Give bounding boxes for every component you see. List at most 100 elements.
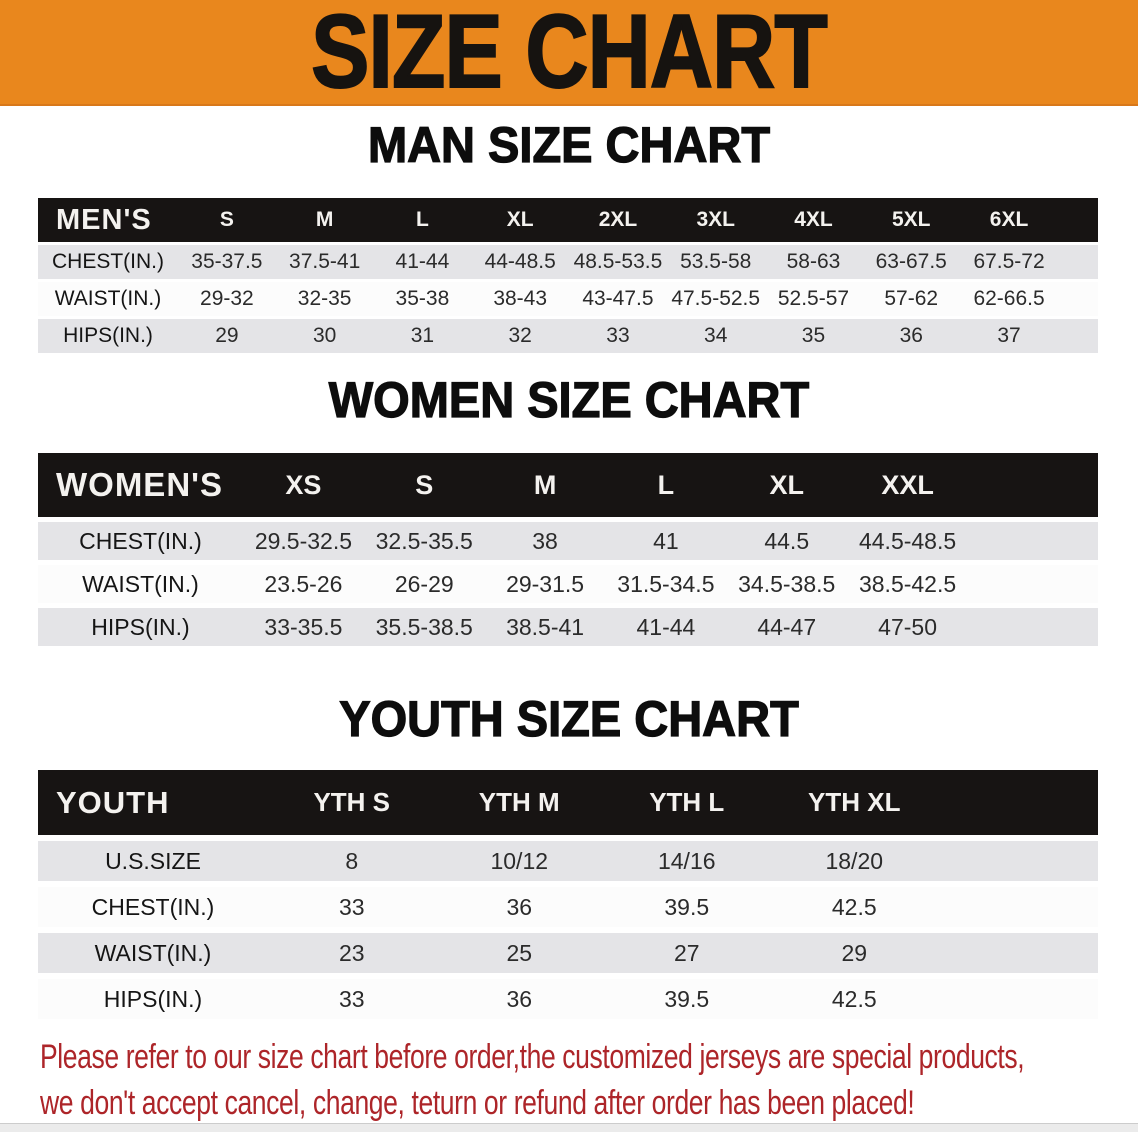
measurement-row: HIPS(IN.) 33-35.5 35.5-38.5 38.5-41 41-44 44-… [38, 608, 1098, 646]
size-value-cell: 44-47 [726, 608, 848, 646]
spacer-cell [1058, 319, 1098, 353]
measurement-label: WAIST(IN.) [38, 565, 243, 603]
spacer-cell [938, 933, 1098, 973]
spacer-cell [968, 453, 1098, 517]
size-column-header: XXL [847, 453, 968, 517]
measurement-label: WAIST(IN.) [38, 933, 268, 973]
size-value-cell: 38.5-42.5 [847, 565, 968, 603]
size-value-cell: 18/20 [770, 841, 938, 881]
size-column-header: XL [726, 453, 848, 517]
size-value-cell: 39.5 [603, 887, 771, 927]
size-value-cell: 10/12 [435, 841, 603, 881]
size-value-cell: 32-35 [275, 282, 374, 316]
size-value-cell: 27 [603, 933, 771, 973]
size-value-cell: 38.5-41 [484, 608, 606, 646]
size-value-cell: 14/16 [603, 841, 771, 881]
size-value-cell: 29.5-32.5 [243, 522, 364, 560]
disclaimer-line-2: we don't accept cancel, change, teturn o… [40, 1084, 915, 1122]
size-value-cell: 31 [373, 319, 472, 353]
size-header-row: YOUTH YTH S YTH M YTH L YTH XL [38, 770, 1098, 835]
size-column-header: 3XL [666, 198, 765, 242]
size-value-cell: 8 [268, 841, 436, 881]
size-value-cell: 25 [435, 933, 603, 973]
size-value-cell: 35-38 [373, 282, 472, 316]
size-column-header: 2XL [569, 198, 667, 242]
table-corner-label: YOUTH [38, 770, 268, 835]
size-value-cell: 42.5 [770, 887, 938, 927]
size-value-cell: 29-31.5 [484, 565, 606, 603]
measurement-row: WAIST(IN.) 23 25 27 29 [38, 933, 1098, 973]
measurement-label: CHEST(IN.) [38, 887, 268, 927]
size-value-cell: 33 [569, 319, 667, 353]
size-value-cell: 33 [268, 979, 436, 1019]
size-column-header: 6XL [960, 198, 1058, 242]
size-column-header: YTH L [603, 770, 771, 835]
spacer-cell [968, 608, 1098, 646]
size-value-cell: 63-67.5 [862, 245, 961, 279]
size-value-cell: 58-63 [764, 245, 863, 279]
size-column-header: M [275, 198, 374, 242]
measurement-label: U.S.SIZE [38, 841, 268, 881]
spacer-cell [968, 565, 1098, 603]
size-column-header: 5XL [862, 198, 961, 242]
size-value-cell: 37 [960, 319, 1058, 353]
size-value-cell: 44-48.5 [471, 245, 570, 279]
size-column-header: L [373, 198, 472, 242]
size-value-cell: 23.5-26 [243, 565, 364, 603]
measurement-label: CHEST(IN.) [38, 245, 178, 279]
measurement-row: CHEST(IN.) 29.5-32.5 32.5-35.5 38 41 44.5 44.5… [38, 522, 1098, 560]
size-value-cell: 41-44 [373, 245, 472, 279]
size-column-header: M [484, 453, 606, 517]
size-value-cell: 47.5-52.5 [666, 282, 765, 316]
size-value-cell: 38-43 [471, 282, 570, 316]
size-value-cell: 44.5-48.5 [847, 522, 968, 560]
size-value-cell: 41 [605, 522, 727, 560]
measurement-row: HIPS(IN.) 29 30 31 32 33 34 35 36 37 [38, 319, 1098, 353]
spacer-cell [1058, 245, 1098, 279]
spacer-cell [938, 979, 1098, 1019]
size-value-cell: 36 [862, 319, 961, 353]
measurement-row: WAIST(IN.) 23.5-26 26-29 29-31.5 31.5-34.5 34… [38, 565, 1098, 603]
spacer-cell [1058, 198, 1098, 242]
measurement-row: U.S.SIZE 8 10/12 14/16 18/20 [38, 841, 1098, 881]
spacer-cell [968, 522, 1098, 560]
size-value-cell: 33 [268, 887, 436, 927]
size-value-cell: 37.5-41 [275, 245, 374, 279]
size-value-cell: 47-50 [847, 608, 968, 646]
size-value-cell: 52.5-57 [764, 282, 863, 316]
disclaimer: Please refer to our size chart before or… [40, 1034, 1025, 1126]
size-value-cell: 35 [764, 319, 863, 353]
size-value-cell: 43-47.5 [569, 282, 667, 316]
size-value-cell: 39.5 [603, 979, 771, 1019]
size-value-cell: 53.5-58 [666, 245, 765, 279]
size-value-cell: 41-44 [605, 608, 727, 646]
size-value-cell: 36 [435, 887, 603, 927]
youth-size-table: YOUTH YTH S YTH M YTH L YTH XL U.S.SIZE 8 10/12… [38, 764, 1098, 1025]
measurement-label: WAIST(IN.) [38, 282, 178, 316]
size-column-header: 4XL [764, 198, 863, 242]
measurement-row: CHEST(IN.) 33 36 39.5 42.5 [38, 887, 1098, 927]
size-header-row: MEN'S S M L XL 2XL 3XL 4XL 5XL 6XL [38, 198, 1098, 242]
size-value-cell: 35-37.5 [178, 245, 276, 279]
size-value-cell: 30 [275, 319, 374, 353]
size-value-cell: 57-62 [862, 282, 961, 316]
size-column-header: YTH M [435, 770, 603, 835]
size-value-cell: 67.5-72 [960, 245, 1058, 279]
size-value-cell: 34.5-38.5 [726, 565, 848, 603]
size-value-cell: 32.5-35.5 [363, 522, 485, 560]
measurement-row: WAIST(IN.) 29-32 32-35 35-38 38-43 43-47.5 47.… [38, 282, 1098, 316]
youth-section-title: YOUTH SIZE CHART [339, 691, 800, 747]
measurement-label: HIPS(IN.) [38, 608, 243, 646]
size-value-cell: 33-35.5 [243, 608, 364, 646]
size-column-header: S [363, 453, 485, 517]
measurement-label: CHEST(IN.) [38, 522, 243, 560]
spacer-cell [938, 770, 1098, 835]
size-value-cell: 34 [666, 319, 765, 353]
size-column-header: XL [471, 198, 570, 242]
size-value-cell: 38 [484, 522, 606, 560]
size-value-cell: 29 [178, 319, 276, 353]
measurement-row: CHEST(IN.) 35-37.5 37.5-41 41-44 44-48.5 48.5… [38, 245, 1098, 279]
size-value-cell: 26-29 [363, 565, 485, 603]
banner-title: SIZE CHART [310, 0, 828, 110]
